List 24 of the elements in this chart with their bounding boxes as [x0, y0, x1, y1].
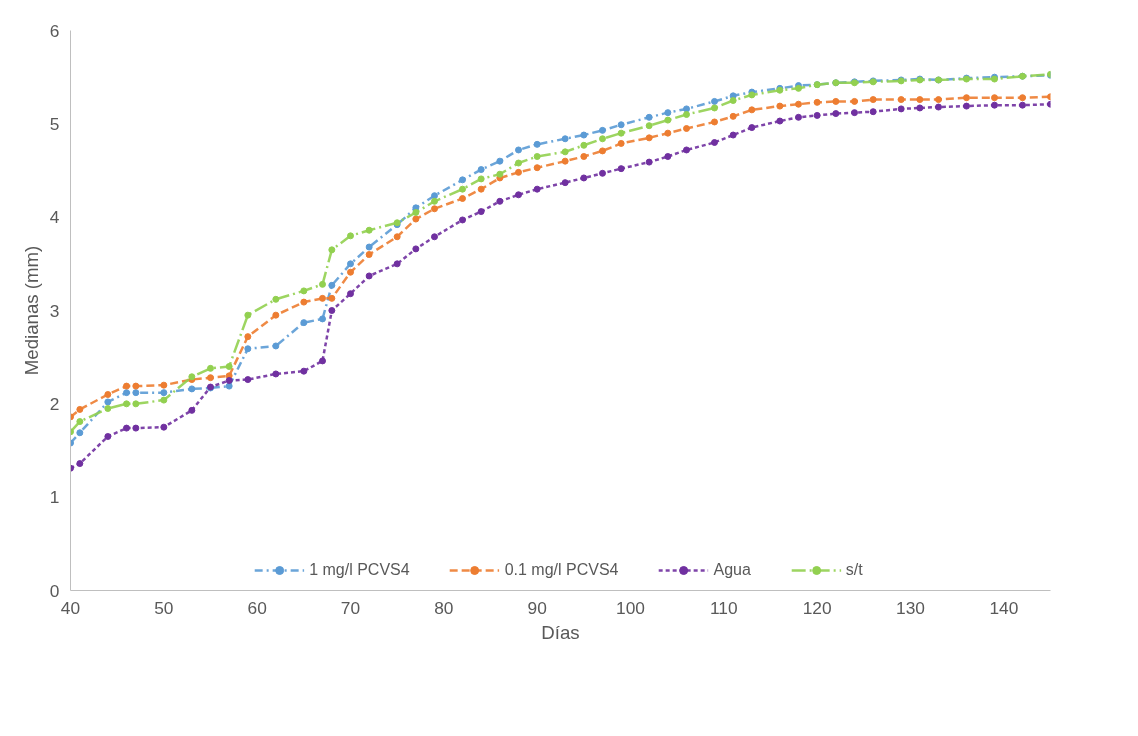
y-tick-label: 1: [49, 487, 60, 508]
y-axis-title: Medianas (mm): [20, 245, 42, 376]
y-tick-label: 4: [49, 207, 60, 228]
x-tick-label: 40: [60, 597, 81, 618]
y-tick-label: 0: [49, 580, 60, 601]
x-tick-label: 110: [710, 597, 738, 618]
legend-label: Agua: [713, 561, 751, 579]
x-tick-label: 140: [989, 597, 1019, 618]
x-tick-label: 80: [434, 597, 454, 618]
x-tick-label: 100: [616, 597, 645, 618]
y-tick-label: 3: [49, 300, 60, 321]
legend-label: s/t: [845, 561, 864, 579]
y-tick-label: 6: [49, 20, 60, 41]
x-tick-label: 90: [527, 597, 547, 618]
legend-label: 0.1 mg/l PCVS4: [504, 561, 619, 579]
x-tick-label: 120: [802, 597, 832, 618]
x-tick-label: 60: [247, 597, 267, 618]
x-axis-title: Días: [541, 621, 580, 643]
x-tick-label: 70: [340, 597, 361, 618]
x-tick-label: 50: [154, 597, 174, 618]
legend-label: 1 mg/l PCVS4: [309, 561, 410, 579]
x-tick-label: 130: [896, 597, 925, 618]
y-tick-label: 2: [49, 393, 60, 414]
y-tick-label: 5: [49, 113, 60, 134]
